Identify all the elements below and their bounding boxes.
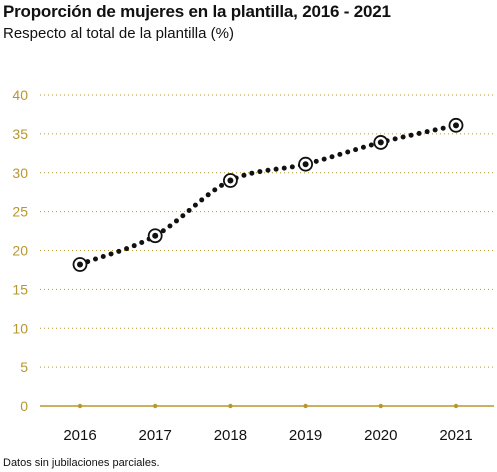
y-tick-label-5: 5 (20, 359, 28, 375)
data-point-2021 (448, 117, 464, 133)
x-tick-mark-2018 (228, 403, 233, 409)
y-tick-label-25: 25 (12, 204, 28, 220)
chart-title: Proporción de mujeres en la plantilla, 2… (3, 2, 391, 21)
x-tick-mark-2021 (453, 403, 459, 409)
series-markers (72, 117, 464, 272)
x-tick-mark-2017 (153, 403, 158, 409)
data-point-2016 (72, 257, 88, 272)
x-axis-ticks: 2016 2017 2018 2019 2020 2021 (63, 427, 472, 444)
chart-subtitle: Respecto al total de la plantilla (%) (3, 25, 234, 42)
x-tick-mark-2020 (378, 403, 383, 409)
x-axis (40, 403, 494, 409)
y-axis-ticks: 0 5 10 15 20 25 30 35 40 (12, 87, 28, 414)
x-tick-label-2017: 2017 (139, 427, 172, 444)
y-tick-label-30: 30 (12, 165, 28, 181)
y-tick-label-0: 0 (20, 398, 28, 414)
y-tick-label-15: 15 (12, 281, 28, 297)
x-tick-label-2020: 2020 (364, 427, 397, 444)
grid-lines (40, 94, 494, 368)
x-tick-mark-2019 (303, 403, 308, 409)
series-line-path (77, 122, 459, 267)
data-point-2019 (298, 156, 314, 172)
data-point-2020 (373, 135, 389, 150)
series-line (77, 122, 459, 267)
y-tick-label-40: 40 (12, 87, 28, 103)
x-tick-label-2021: 2021 (439, 427, 472, 444)
y-tick-label-10: 10 (12, 320, 28, 336)
data-point-2017 (147, 228, 163, 244)
footnote: Datos sin jubilaciones parciales. (3, 457, 160, 469)
x-tick-label-2019: 2019 (289, 427, 322, 444)
x-tick-mark-2016 (77, 403, 83, 409)
x-tick-label-2018: 2018 (214, 427, 247, 444)
data-point-2018 (222, 173, 238, 188)
y-tick-label-20: 20 (12, 243, 28, 259)
y-tick-label-35: 35 (12, 126, 28, 142)
x-tick-label-2016: 2016 (63, 427, 96, 444)
